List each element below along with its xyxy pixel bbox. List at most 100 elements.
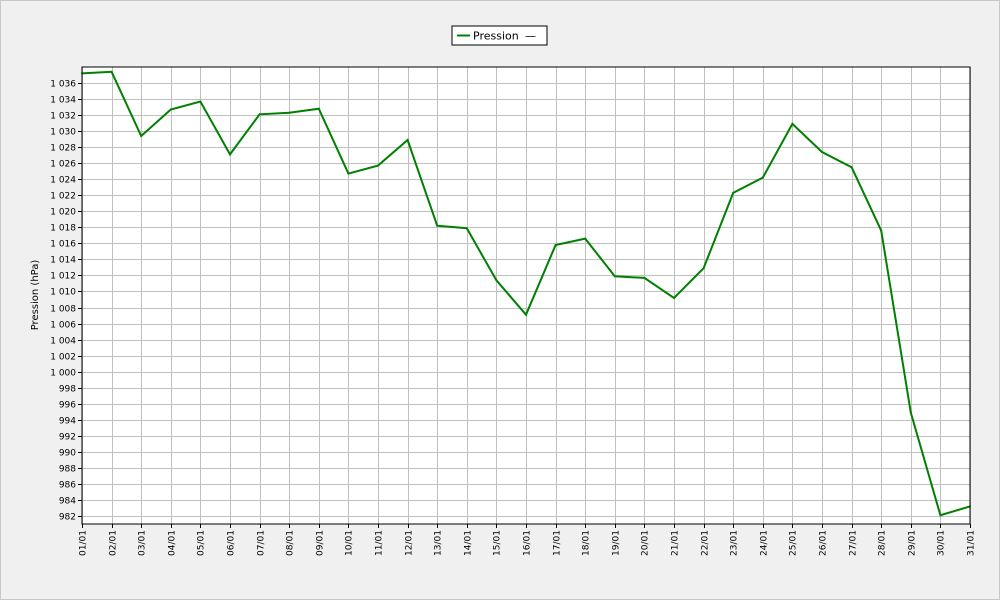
x-tick-label: 16/01	[523, 530, 533, 556]
data-point	[850, 166, 853, 169]
y-tick-label: 1 032	[50, 112, 76, 122]
y-tick-label: 984	[59, 497, 76, 507]
y-tick-label: 996	[59, 401, 76, 411]
x-tick-label: 03/01	[138, 530, 148, 556]
data-point	[406, 139, 409, 141]
y-tick-label: 1 036	[50, 80, 76, 90]
y-tick-label: 1 002	[50, 353, 76, 363]
y-tick-label: 1 008	[50, 305, 76, 315]
x-tick-label: 25/01	[789, 530, 799, 556]
x-tick-label: 30/01	[937, 530, 947, 556]
data-point	[761, 176, 764, 179]
legend-box	[451, 25, 548, 46]
data-point	[939, 514, 942, 517]
y-tick-label: 982	[59, 513, 76, 523]
x-tick-label: 01/01	[79, 530, 89, 556]
y-tick-label: 998	[59, 385, 76, 395]
data-point	[229, 153, 231, 156]
x-tick-label: 13/01	[434, 530, 444, 556]
y-tick-label: 1 004	[50, 337, 76, 347]
x-tick-label: 05/01	[197, 530, 207, 556]
y-tick-label: 1 026	[50, 160, 76, 170]
y-tick-label: 1 000	[50, 369, 76, 379]
y-axis: 982 984 986 988 990 992 994 996 998 1 000 1 002 1 0…	[50, 80, 82, 523]
x-tick-label: 11/01	[375, 530, 385, 556]
y-tick-label: 1 030	[50, 128, 76, 138]
data-point	[584, 237, 587, 240]
x-tick-label: 02/01	[109, 530, 119, 556]
data-point	[495, 279, 498, 282]
y-tick-label: 1 016	[50, 240, 76, 250]
y-tick-label: 1 014	[50, 256, 76, 266]
x-tick-label: 21/01	[671, 530, 681, 556]
x-tick-label: 09/01	[316, 530, 326, 556]
data-point	[732, 191, 735, 194]
data-point	[643, 276, 646, 279]
x-tick-label: 17/01	[553, 530, 563, 556]
data-point	[169, 108, 172, 111]
x-axis: 01/01 02/01 03/01 04/01 05/01 06/01 07/01 08/01…	[79, 524, 977, 556]
data-point	[554, 244, 557, 246]
x-tick-label: 04/01	[168, 530, 178, 556]
x-tick-label: 12/01	[405, 530, 415, 556]
data-point	[880, 229, 883, 232]
data-point	[140, 135, 143, 137]
legend: Pression —	[451, 25, 548, 46]
y-tick-label: 1 024	[50, 176, 76, 186]
data-point	[347, 172, 350, 175]
y-tick-label: 1 022	[50, 192, 76, 202]
x-tick-label: 28/01	[878, 530, 888, 556]
data-point	[288, 111, 291, 114]
y-tick-label: 1 010	[50, 288, 76, 298]
y-tick-label: 1 034	[50, 96, 76, 106]
data-point	[436, 224, 439, 227]
data-point	[821, 151, 823, 153]
x-tick-label: 14/01	[464, 530, 474, 556]
x-tick-label: 07/01	[257, 530, 267, 556]
x-tick-label: 20/01	[641, 530, 651, 556]
y-tick-label: 990	[59, 449, 76, 459]
data-point	[613, 275, 616, 278]
x-tick-label: 31/01	[967, 530, 977, 556]
x-tick-label: 22/01	[701, 530, 711, 556]
data-point	[317, 107, 320, 110]
plot-border	[81, 66, 971, 525]
y-tick-label: 986	[59, 481, 76, 491]
y-tick-label: 994	[59, 417, 76, 427]
x-tick-label: 26/01	[819, 530, 829, 556]
grid	[82, 67, 971, 524]
y-tick-label: 1 018	[50, 224, 76, 234]
x-tick-label: 18/01	[582, 530, 592, 556]
x-tick-label: 06/01	[227, 530, 237, 556]
y-tick-label: 1 028	[50, 144, 76, 154]
x-tick-label: 08/01	[286, 530, 296, 556]
x-tick-label: 27/01	[849, 530, 859, 556]
data-point	[909, 411, 912, 414]
x-tick-label: 19/01	[612, 530, 622, 556]
data-point	[702, 267, 705, 270]
series-group	[81, 70, 971, 517]
data-point	[791, 122, 794, 125]
x-tick-label: 24/01	[760, 530, 770, 556]
y-axis-label: Pression (hPa)	[30, 260, 41, 331]
data-point	[465, 227, 468, 230]
legend-label: Pression	[473, 30, 519, 43]
y-tick-label: 1 006	[50, 321, 76, 331]
y-tick-label: 988	[59, 465, 76, 475]
x-tick-label: 29/01	[908, 530, 918, 556]
x-tick-label: 15/01	[493, 530, 503, 556]
legend-suffix: —	[525, 30, 536, 43]
data-point	[525, 313, 527, 316]
x-tick-label: 23/01	[730, 530, 740, 556]
y-tick-label: 1 020	[50, 208, 76, 218]
data-point	[673, 296, 675, 299]
data-point	[258, 113, 261, 116]
data-point	[199, 100, 202, 103]
y-tick-label: 1 012	[50, 272, 76, 282]
x-tick-label: 10/01	[345, 530, 355, 556]
data-point	[377, 164, 379, 167]
y-tick-label: 992	[59, 433, 76, 443]
data-point	[110, 70, 113, 73]
